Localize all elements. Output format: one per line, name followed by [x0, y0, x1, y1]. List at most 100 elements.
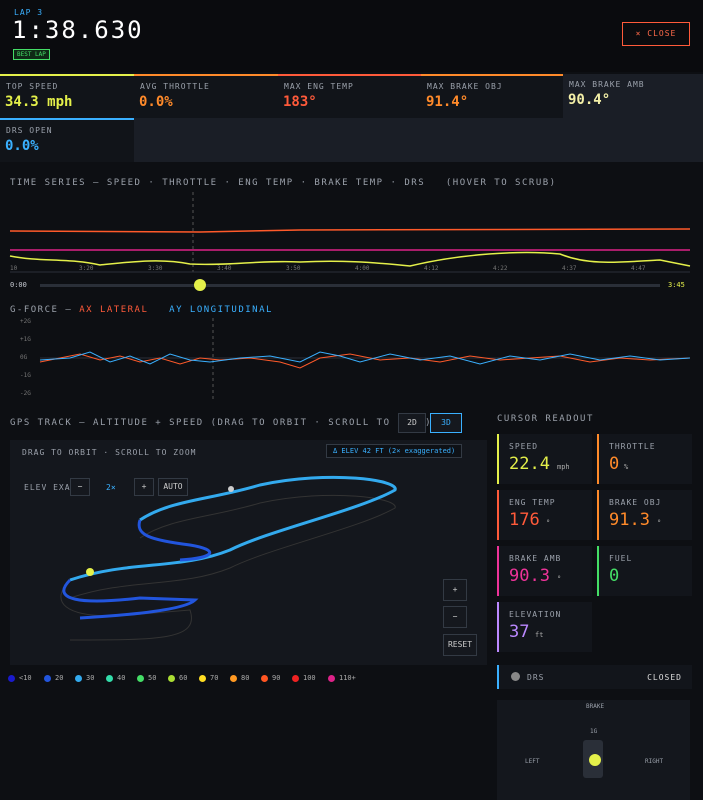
scrub-end: 3:45 [668, 281, 685, 289]
badge: BEST LAP [13, 49, 50, 60]
readout-unit: ° [546, 519, 551, 527]
gps-hint: DRAG TO ORBIT · SCROLL TO ZOOM [22, 448, 197, 457]
stat-card: MAX ENG TEMP 183° [278, 74, 421, 118]
exag-label: ELEV EXAG [24, 483, 77, 492]
ts-x-label: 4:37 [562, 265, 577, 272]
stat-label: MAX ENG TEMP [284, 82, 354, 91]
scrub-track[interactable] [40, 284, 660, 287]
reset[interactable]: RESET [443, 634, 477, 656]
ts-x-label: 3:40 [217, 265, 232, 272]
readout-unit: ft [535, 631, 544, 639]
readout-card: BRAKE OBJ 91.3 ° [597, 490, 692, 540]
exag-value: 2× [106, 483, 116, 492]
readout-card: ENG TEMP 176 ° [497, 490, 592, 540]
drs-label: DRS [527, 673, 545, 682]
readout-label: BRAKE AMB [509, 554, 562, 563]
readout-label: ENG TEMP [509, 498, 556, 507]
readout-label: ELEVATION [509, 610, 562, 619]
exag-minus[interactable]: − [70, 478, 90, 496]
exag-auto[interactable]: AUTO [158, 478, 188, 496]
gps-title: GPS TRACK — ALTITUDE + SPEED (DRAG TO OR… [10, 418, 433, 428]
stat-label: TOP SPEED [6, 82, 59, 91]
legend-label: 70 [210, 674, 219, 682]
legend-swatch [199, 675, 206, 682]
drs-card: DRS CLOSED [497, 665, 692, 689]
legend-swatch [44, 675, 51, 682]
ts-x-label: 3:30 [148, 265, 163, 272]
gps-delta: Δ ELEV 42 FT (2× exaggerated) [326, 444, 463, 458]
stat-value: 90.4° [568, 92, 611, 108]
readout-card: THROTTLE 0% [597, 434, 692, 484]
view-3d[interactable]: 3D [430, 413, 462, 433]
legend-label: 100 [303, 674, 316, 682]
legend-label: 80 [241, 674, 250, 682]
stat-card: MAX BRAKE AMB 90.4° [563, 74, 703, 162]
readout-title: CURSOR READOUT [497, 414, 594, 424]
ts-x-label: 4:00 [355, 265, 370, 272]
legend-label: 40 [117, 674, 126, 682]
scrub-start: 0:00 [10, 281, 27, 289]
legend-label: 110+ [339, 674, 356, 682]
drs-state: CLOSED [647, 673, 682, 682]
g-y-label: +2G [20, 318, 31, 325]
readout-card: FUEL 0 [597, 546, 692, 596]
stat-value: 0.0% [139, 94, 173, 110]
g-y-label: -2G [20, 390, 31, 397]
readout-value: 176 [509, 510, 540, 530]
stat-value: 34.3 mph [5, 94, 73, 110]
legend-swatch [8, 675, 15, 682]
readout-unit: mph [557, 463, 570, 471]
readout-value: 91.3 [609, 510, 650, 530]
readout-label: THROTTLE [609, 442, 656, 451]
stat-card: DRS OPEN 0.0% [0, 118, 134, 162]
readout-value: 90.3 [509, 566, 550, 586]
readout-label: SPEED [509, 442, 539, 451]
readout-unit: ° [657, 519, 662, 527]
legend-swatch [328, 675, 335, 682]
ts-x-label: 4:22 [493, 265, 508, 272]
lap: LAP 3 [14, 8, 44, 17]
legend-label: 90 [272, 674, 281, 682]
stat-card: AVG THROTTLE 0.0% [134, 74, 278, 118]
view-2d[interactable]: 2D [398, 413, 426, 433]
legend-swatch [75, 675, 82, 682]
stat-card: TOP SPEED 34.3 mph [0, 74, 134, 118]
track [60, 475, 397, 641]
readout-card: BRAKE AMB 90.3 ° [497, 546, 592, 596]
g-chart [39, 318, 691, 400]
g-left: LEFT [525, 758, 540, 765]
stat-label: MAX BRAKE OBJ [427, 82, 503, 91]
lap-time: 1:38.630 [12, 16, 144, 44]
readout-card: SPEED 22.4 mph [497, 434, 592, 484]
legend-label: 20 [55, 674, 64, 682]
g-top: BRAKE [586, 703, 605, 710]
zoom-in[interactable]: + [443, 579, 467, 601]
ts-x-label: 4:47 [631, 265, 646, 272]
stat-card: MAX BRAKE OBJ 91.4° [421, 74, 563, 118]
stat-value: 91.4° [426, 94, 469, 110]
header: LAP 3 1:38.630 BEST LAP × CLOSE [0, 0, 703, 72]
zoom-out[interactable]: − [443, 606, 467, 628]
readout-card: ELEVATION 37 ft [497, 602, 592, 652]
ts-x-label: 4:12 [424, 265, 439, 272]
legend-swatch [230, 675, 237, 682]
g-title: G-FORCE — AX LATERAL AY LONGITUDINAL [10, 305, 273, 315]
scrub-handle[interactable] [194, 279, 206, 291]
ts-x-label: 3:50 [286, 265, 301, 272]
g-y-label: 0G [20, 354, 28, 361]
legend-swatch [137, 675, 144, 682]
legend-swatch [106, 675, 113, 682]
legend-label: <10 [19, 674, 32, 682]
g-scale: 1G [590, 728, 598, 735]
ts-title: TIME SERIES — SPEED · THROTTLE · ENG TEM… [10, 178, 557, 188]
readout-value: 0 [609, 454, 620, 474]
ts-x-label: 10 [10, 265, 18, 272]
stat-value: 0.0% [5, 138, 39, 154]
ts-chart [9, 192, 691, 273]
legend-swatch [292, 675, 299, 682]
exag-plus[interactable]: + [134, 478, 154, 496]
readout-unit: ° [557, 575, 562, 583]
gps-panel[interactable]: DRAG TO ORBIT · SCROLL TO ZOOM Δ ELEV 42… [10, 440, 487, 665]
close-button[interactable]: × CLOSE [622, 22, 690, 46]
stat-label: MAX BRAKE AMB [569, 80, 645, 89]
